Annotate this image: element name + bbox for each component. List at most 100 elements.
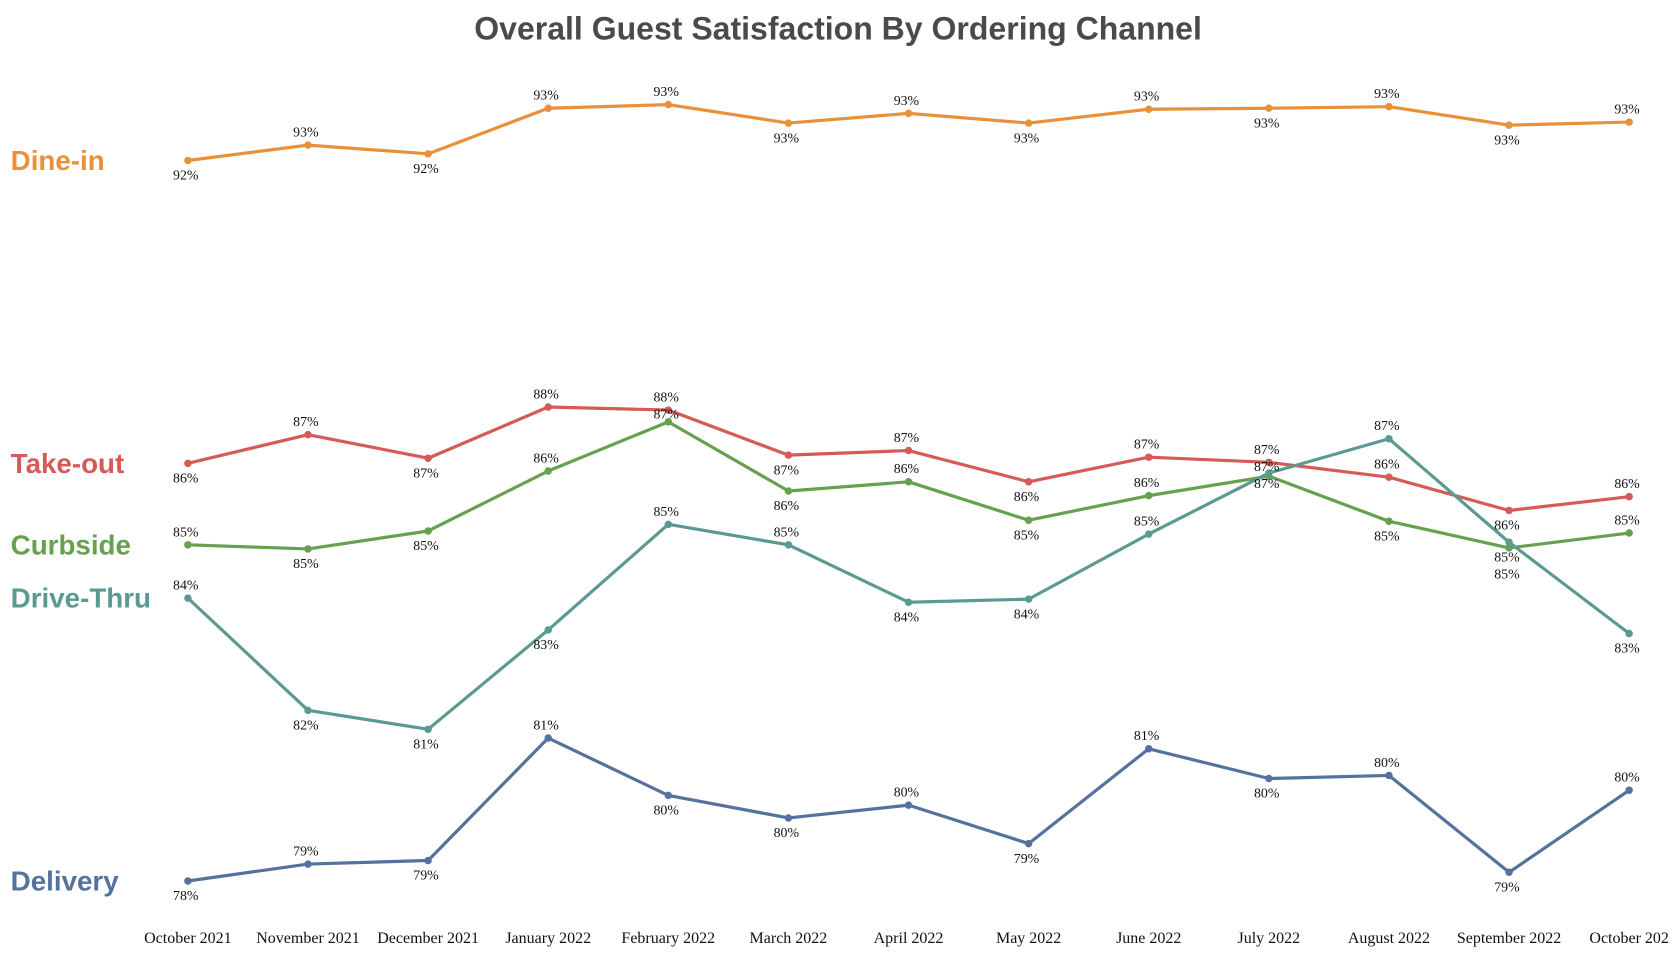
data-label: 86% bbox=[173, 472, 199, 487]
series-dine-in bbox=[184, 100, 1633, 165]
data-point[interactable] bbox=[1505, 121, 1513, 129]
data-point[interactable] bbox=[904, 478, 913, 486]
data-point[interactable] bbox=[304, 706, 312, 715]
data-point[interactable] bbox=[304, 545, 312, 553]
data-point[interactable] bbox=[904, 801, 913, 809]
data-point[interactable] bbox=[544, 467, 552, 475]
data-point[interactable] bbox=[424, 150, 432, 158]
x-tick-label: February 2022 bbox=[621, 930, 715, 947]
data-point[interactable] bbox=[1024, 119, 1033, 127]
data-point[interactable] bbox=[784, 487, 793, 495]
data-label: 87% bbox=[293, 415, 319, 430]
data-point[interactable] bbox=[304, 860, 312, 868]
data-point[interactable] bbox=[1625, 786, 1633, 795]
series-group bbox=[184, 100, 1633, 885]
data-point[interactable] bbox=[1145, 491, 1153, 500]
data-point[interactable] bbox=[1145, 105, 1153, 113]
data-point[interactable] bbox=[1625, 492, 1633, 501]
data-point[interactable] bbox=[1505, 868, 1513, 877]
data-point[interactable] bbox=[544, 104, 552, 112]
data-point[interactable] bbox=[1265, 469, 1273, 477]
data-label: 81% bbox=[533, 718, 559, 733]
series-label: Curbside bbox=[11, 529, 131, 560]
data-point[interactable] bbox=[424, 725, 432, 734]
data-point[interactable] bbox=[184, 877, 192, 885]
data-label: 87% bbox=[413, 466, 439, 481]
data-label: 87% bbox=[653, 408, 679, 423]
data-point[interactable] bbox=[1385, 771, 1393, 780]
data-point[interactable] bbox=[1024, 516, 1033, 524]
series-label: Delivery bbox=[11, 866, 120, 897]
data-point[interactable] bbox=[784, 541, 793, 549]
data-point[interactable] bbox=[1385, 473, 1393, 481]
data-point[interactable] bbox=[1505, 506, 1513, 515]
data-point[interactable] bbox=[1265, 774, 1273, 783]
data-label: 85% bbox=[413, 539, 439, 554]
data-point[interactable] bbox=[1385, 435, 1393, 443]
data-label: 79% bbox=[413, 869, 439, 884]
data-point[interactable] bbox=[664, 418, 673, 426]
data-point[interactable] bbox=[1385, 517, 1393, 525]
data-label: 92% bbox=[173, 169, 199, 184]
data-label: 87% bbox=[1374, 419, 1400, 434]
series-delivery bbox=[184, 734, 1633, 885]
data-point[interactable] bbox=[1505, 544, 1513, 552]
data-point[interactable] bbox=[784, 814, 793, 822]
data-point[interactable] bbox=[184, 459, 192, 468]
data-label: 87% bbox=[894, 431, 920, 446]
data-point[interactable] bbox=[184, 541, 192, 549]
data-point[interactable] bbox=[664, 100, 673, 109]
data-point[interactable] bbox=[1385, 102, 1393, 111]
data-point[interactable] bbox=[304, 430, 312, 439]
data-point[interactable] bbox=[1145, 530, 1153, 538]
data-label: 93% bbox=[1254, 116, 1280, 131]
data-point[interactable] bbox=[664, 520, 673, 529]
data-point[interactable] bbox=[1024, 478, 1033, 486]
data-point[interactable] bbox=[1024, 595, 1033, 603]
data-label: 85% bbox=[1614, 514, 1640, 529]
data-point[interactable] bbox=[904, 446, 913, 455]
data-point[interactable] bbox=[1505, 538, 1513, 547]
data-point[interactable] bbox=[784, 451, 793, 459]
data-label: 85% bbox=[1494, 568, 1520, 583]
data-point[interactable] bbox=[304, 141, 312, 149]
data-point[interactable] bbox=[544, 626, 552, 634]
data-point[interactable] bbox=[1265, 104, 1273, 112]
series-label: Drive-Thru bbox=[11, 583, 151, 614]
data-label: 87% bbox=[1254, 477, 1280, 492]
data-point[interactable] bbox=[1265, 458, 1273, 467]
data-label: 85% bbox=[1014, 528, 1040, 543]
data-label: 80% bbox=[894, 786, 920, 801]
data-point[interactable] bbox=[904, 598, 913, 606]
data-point[interactable] bbox=[664, 791, 673, 800]
data-label: 80% bbox=[1374, 756, 1400, 771]
data-label: 80% bbox=[653, 804, 679, 819]
data-point[interactable] bbox=[1145, 453, 1153, 461]
data-point[interactable] bbox=[424, 856, 432, 865]
data-point[interactable] bbox=[544, 734, 552, 742]
data-point[interactable] bbox=[1024, 839, 1033, 848]
data-point[interactable] bbox=[424, 454, 432, 462]
data-label: 93% bbox=[1014, 131, 1040, 146]
data-point[interactable] bbox=[1625, 118, 1633, 126]
data-point[interactable] bbox=[784, 119, 793, 127]
data-point[interactable] bbox=[424, 527, 432, 535]
data-point[interactable] bbox=[184, 594, 192, 602]
series-labels: Dine-in Take-out Curbside Drive-Thru Deliver… bbox=[11, 145, 151, 897]
data-label: 88% bbox=[533, 387, 559, 402]
data-point[interactable] bbox=[184, 156, 192, 165]
data-point[interactable] bbox=[904, 109, 913, 118]
data-label: 85% bbox=[1134, 515, 1160, 530]
data-label: 93% bbox=[894, 94, 920, 109]
data-label: 85% bbox=[293, 557, 319, 572]
data-point[interactable] bbox=[544, 403, 552, 411]
data-point[interactable] bbox=[1625, 629, 1633, 638]
x-tick-label: July 2022 bbox=[1238, 930, 1301, 947]
series-take-out bbox=[184, 403, 1633, 515]
data-label: 85% bbox=[1374, 529, 1400, 544]
data-label: 86% bbox=[774, 499, 800, 514]
data-point[interactable] bbox=[1145, 745, 1153, 753]
data-point[interactable] bbox=[1625, 529, 1633, 537]
data-point[interactable] bbox=[664, 406, 673, 414]
